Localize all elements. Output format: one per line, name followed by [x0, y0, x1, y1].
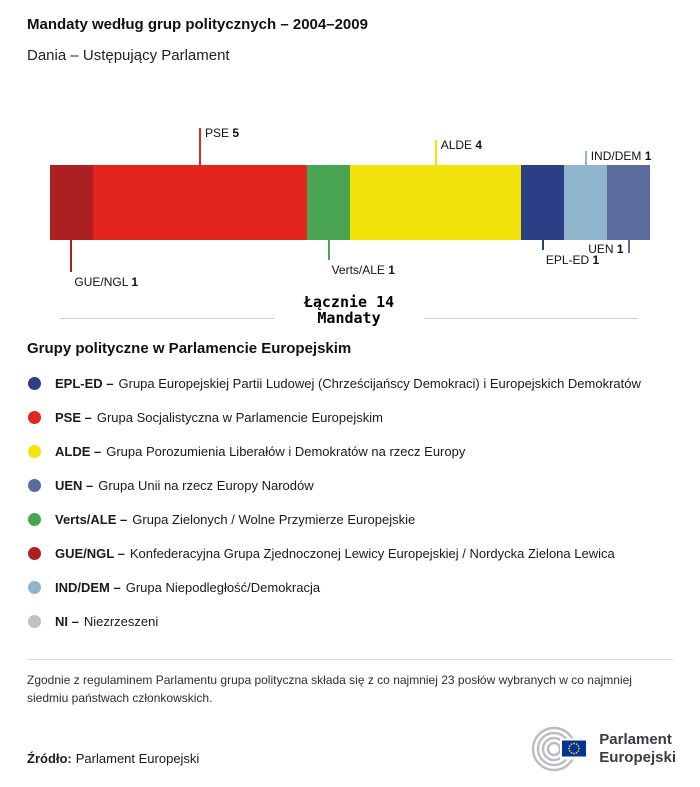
callout-group: EPL-ED	[545, 253, 593, 267]
callout-ind-dem: IND/DEM 1	[591, 149, 652, 163]
ep-logo-line2: Europejski	[599, 749, 676, 766]
legend-color-dot	[28, 546, 41, 560]
ep-hemicycle-icon	[532, 726, 590, 772]
legend-color-dot	[28, 478, 41, 492]
callout-seats: 4	[475, 138, 483, 152]
group-abbr: UEN –	[55, 477, 94, 493]
legend-color-dot	[28, 614, 41, 628]
group-name: Grupa Zielonych / Wolne Przymierze Europ…	[132, 511, 416, 527]
legend-color-dot	[28, 410, 41, 424]
footnote-divider	[27, 659, 673, 660]
legend-item-epl-ed: EPL-ED – Grupa Europejskiej Partii Ludowe…	[28, 366, 641, 400]
total-count-label: Łącznie 14	[303, 293, 395, 311]
legend-list: EPL-ED – Grupa Europejskiej Partii Ludowe…	[28, 366, 641, 638]
callout-group: GUE/NGL	[74, 275, 132, 289]
bar-segment-alde[interactable]	[349, 165, 522, 240]
group-name: Grupa Europejskiej Partii Ludowej (Chrze…	[118, 375, 641, 391]
group-abbr: Verts/ALE –	[55, 511, 128, 527]
callout-gue-ngl: GUE/NGL 1	[74, 275, 138, 289]
callout-uen: UEN 1	[588, 242, 623, 256]
legend-color-dot	[28, 444, 41, 458]
footnote: Zgodnie z regulaminem Parlamentu grupa p…	[27, 673, 632, 705]
group-name: Grupa Unii na rzecz Europy Narodów	[98, 477, 314, 493]
legend-item-uen: UEN – Grupa Unii na rzecz Europy Narodów	[28, 468, 641, 502]
callout-seats: 5	[232, 126, 240, 140]
ep-logo-text: Parlament Europejski	[599, 731, 676, 767]
group-abbr: GUE/NGL –	[55, 545, 125, 561]
page-title: Mandaty według grup politycznych – 2004–…	[27, 16, 368, 33]
bar-segment-gue-ngl[interactable]	[50, 165, 93, 240]
ep-logo-line1: Parlament	[599, 731, 672, 748]
eu-flag-icon	[562, 740, 587, 757]
callout-group: Verts/ALE	[331, 263, 389, 277]
group-name: Niezrzeszeni	[83, 613, 159, 629]
bar-segment-pse[interactable]	[92, 165, 308, 240]
ep-logo: Parlament Europejski	[527, 726, 676, 772]
callout-epl-ed: EPL-ED 1	[546, 253, 599, 267]
callout-alde: ALDE 4	[441, 138, 482, 152]
leader-line-gue-ngl	[70, 240, 73, 272]
callout-group: PSE	[205, 126, 233, 140]
eu-flag-stars	[568, 742, 581, 755]
source-value: Parlament Europejski	[75, 751, 200, 766]
bar-segment-epl-ed[interactable]	[521, 165, 565, 240]
total-divider-right	[424, 318, 638, 319]
callout-group: ALDE	[440, 138, 476, 152]
group-abbr: ALDE –	[55, 443, 102, 459]
legend-heading: Grupy polityczne w Parlamencie Europejsk…	[27, 340, 352, 357]
callout-pse: PSE 5	[205, 126, 239, 140]
group-name: Grupa Socjalistyczna w Parlamencie Europ…	[96, 409, 383, 425]
leader-line-uen	[627, 240, 630, 253]
group-abbr: NI –	[55, 613, 79, 629]
total-unit-label: Mandaty	[317, 309, 381, 327]
legend-item-ni: NI – Niezrzeszeni	[28, 604, 641, 638]
source-line: Źródło: Parlament Europejski	[27, 751, 199, 766]
callout-seats: 1	[616, 242, 624, 256]
leader-line-verts-ale	[327, 240, 330, 260]
source-label: Źródło:	[27, 751, 72, 766]
chart-header: Mandaty według grup politycznych – 2004–…	[27, 16, 368, 64]
bar-segment-uen[interactable]	[607, 165, 650, 240]
stacked-bar	[50, 165, 650, 240]
legend-item-gue-ngl: GUE/NGL – Konfederacyjna Grupa Zjednoczon…	[28, 536, 641, 570]
total-seats: Łącznie 14 Mandaty	[274, 294, 424, 326]
bar-segment-verts-ale[interactable]	[307, 165, 350, 240]
bar-segment-ind-dem[interactable]	[564, 165, 608, 240]
group-name: Grupa Niepodległość/Demokracja	[125, 579, 321, 595]
group-abbr: PSE –	[55, 409, 92, 425]
callout-seats: 1	[592, 253, 600, 267]
total-seats-row: Łącznie 14 Mandaty	[0, 294, 700, 326]
group-abbr: IND/DEM –	[55, 579, 121, 595]
callout-seats: 1	[644, 149, 652, 163]
legend-color-dot	[28, 580, 41, 594]
callout-verts-ale: Verts/ALE 1	[332, 263, 395, 277]
leader-line-ind-dem	[584, 151, 587, 165]
callout-seats: 1	[388, 263, 395, 277]
callout-group: UEN	[588, 242, 617, 256]
legend-color-dot	[28, 512, 41, 526]
legend-color-dot	[28, 376, 41, 390]
callout-seats: 1	[131, 275, 139, 289]
leader-line-alde	[434, 140, 437, 165]
leader-line-pse	[199, 128, 201, 165]
callout-group: IND/DEM	[590, 149, 645, 163]
leader-line-epl-ed	[541, 240, 544, 250]
total-divider-left	[60, 318, 274, 319]
group-name: Grupa Porozumienia Liberałów i Demokrató…	[106, 443, 466, 459]
page-subtitle: Dania – Ustępujący Parlament	[27, 47, 230, 64]
legend-item-ind-dem: IND/DEM – Grupa Niepodległość/Demokracja	[28, 570, 641, 604]
legend-item-pse: PSE – Grupa Socjalistyczna w Parlamencie …	[28, 400, 641, 434]
legend-item-alde: ALDE – Grupa Porozumienia Liberałów i Dem…	[28, 434, 641, 468]
group-abbr: EPL-ED –	[55, 375, 114, 391]
group-name: Konfederacyjna Grupa Zjednoczonej Lewicy…	[129, 545, 615, 561]
legend-item-verts-ale: Verts/ALE – Grupa Zielonych / Wolne Przym…	[28, 502, 641, 536]
